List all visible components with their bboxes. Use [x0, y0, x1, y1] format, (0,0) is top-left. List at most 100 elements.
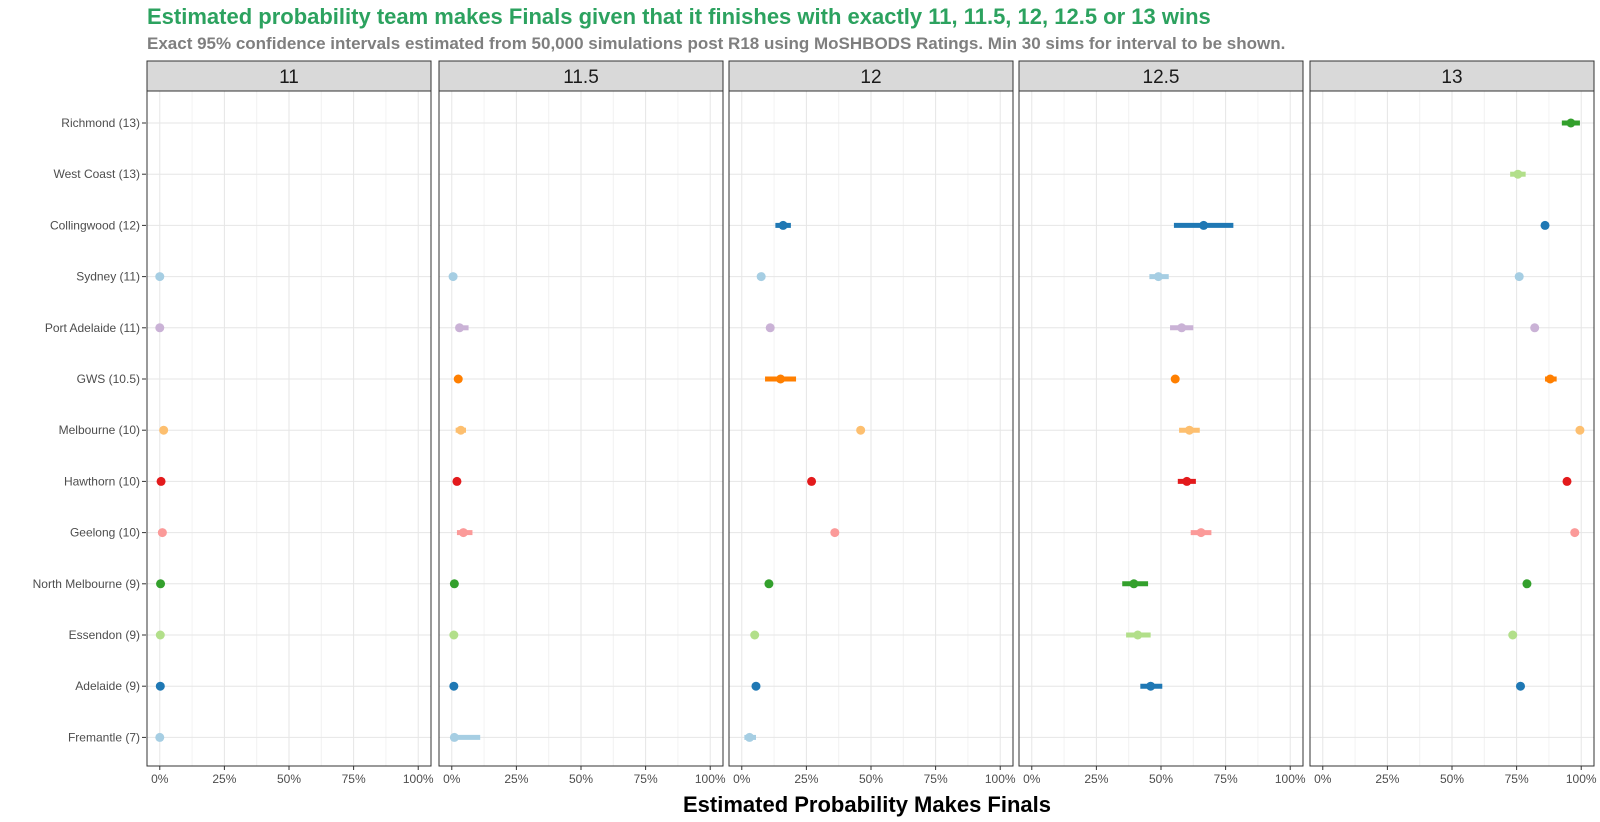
facet-panel-11: 11 0% 25% 50% 75% 100%	[146, 60, 434, 786]
point-essendon-9-11	[155, 630, 165, 640]
y-tick-label-sydney-11: Sydney (11)	[76, 270, 140, 284]
facet-strip-label: 12.5	[1143, 67, 1180, 88]
panel-border	[1018, 90, 1304, 767]
y-tick-label-geelong-10: Geelong (10)	[70, 526, 140, 540]
point-essendon-9-11-5	[449, 630, 459, 640]
x-tick-label: 25%	[504, 772, 528, 786]
point-collingwood-12-12-5	[1199, 220, 1209, 230]
chart-subtitle: Exact 95% confidence intervals estimated…	[147, 34, 1286, 53]
point-richmond-13-13	[1566, 118, 1576, 128]
panel-border	[438, 90, 724, 767]
point-sydney-11-13	[1514, 272, 1524, 282]
point-sydney-11-12	[756, 272, 766, 282]
point-melbourne-10-11-5	[456, 425, 466, 435]
point-hawthorn-10-12-5	[1182, 476, 1192, 486]
point-melbourne-10-11	[159, 425, 169, 435]
point-melbourne-10-13	[1575, 425, 1585, 435]
point-melbourne-10-12	[856, 425, 866, 435]
x-axis-label: Estimated Probability Makes Finals	[683, 792, 1051, 817]
facet-panel-12: 12 0% 25% 50% 75% 100%	[728, 60, 1016, 786]
point-west-coast-13-13	[1513, 169, 1523, 179]
y-tick-label-essendon-9: Essendon (9)	[69, 628, 140, 642]
x-tick-label: 75%	[342, 772, 366, 786]
x-tick-label: 50%	[277, 772, 301, 786]
point-melbourne-10-12-5	[1184, 425, 1194, 435]
facet-strip	[728, 60, 1014, 92]
x-tick-label: 50%	[569, 772, 593, 786]
x-tick-label: 25%	[794, 772, 818, 786]
point-adelaide-9-11-5	[449, 681, 459, 691]
x-tick-label: 0%	[1023, 772, 1041, 786]
x-tick-label: 50%	[1440, 772, 1464, 786]
y-tick-label-north-melbourne-9: North Melbourne (9)	[33, 577, 140, 591]
point-port-adelaide-11-12	[765, 323, 775, 333]
point-adelaide-9-13	[1515, 681, 1525, 691]
facet-strip-label: 13	[1441, 67, 1462, 88]
x-tick-label: 100%	[1275, 772, 1306, 786]
point-gws-10-5-12-5	[1170, 374, 1180, 384]
point-gws-10-5-11-5	[453, 374, 463, 384]
point-geelong-10-11	[157, 528, 167, 538]
x-tick-label: 50%	[1149, 772, 1173, 786]
facet-strip	[438, 60, 724, 92]
x-tick-label: 75%	[924, 772, 948, 786]
point-port-adelaide-11-13	[1530, 323, 1540, 333]
point-port-adelaide-11-11	[155, 323, 165, 333]
facet-panel-11-5: 11.5 0% 25% 50% 75% 100%	[438, 60, 726, 786]
point-geelong-10-11-5	[458, 528, 468, 538]
point-adelaide-9-12-5	[1146, 681, 1156, 691]
x-tick-label: 75%	[1505, 772, 1529, 786]
point-essendon-9-13	[1508, 630, 1518, 640]
y-tick-label-fremantle-7: Fremantle (7)	[68, 730, 140, 744]
point-fremantle-7-11	[155, 732, 165, 742]
point-collingwood-12-13	[1540, 220, 1550, 230]
facet-strip-label: 11	[279, 67, 299, 88]
x-tick-label: 50%	[859, 772, 883, 786]
y-tick-label-collingwood-12: Collingwood (12)	[50, 218, 140, 232]
point-north-melbourne-9-11	[156, 579, 166, 589]
y-tick-label-port-adelaide-11: Port Adelaide (11)	[45, 321, 140, 335]
x-tick-label: 75%	[1214, 772, 1238, 786]
x-tick-label: 25%	[1375, 772, 1399, 786]
point-adelaide-9-11	[155, 681, 165, 691]
point-fremantle-7-12	[745, 732, 755, 742]
point-geelong-10-13	[1570, 528, 1580, 538]
point-sydney-11-11-5	[448, 272, 458, 282]
facet-panel-12-5: 12.5 0% 25% 50% 75% 100%	[1018, 60, 1306, 786]
point-sydney-11-11	[155, 272, 165, 282]
point-north-melbourne-9-12-5	[1129, 579, 1139, 589]
point-geelong-10-12	[830, 528, 840, 538]
facet-panel-13: 13 0% 25% 50% 75% 100%	[1309, 60, 1597, 786]
point-port-adelaide-11-12-5	[1177, 323, 1187, 333]
point-gws-10-5-12	[776, 374, 786, 384]
facet-strip	[1018, 60, 1304, 92]
y-tick-label-west-coast-13: West Coast (13)	[54, 167, 140, 181]
x-tick-label: 25%	[1084, 772, 1108, 786]
y-tick-label-richmond-13: Richmond (13)	[61, 116, 140, 130]
x-tick-label: 75%	[634, 772, 658, 786]
point-fremantle-7-11-5	[449, 732, 459, 742]
point-port-adelaide-11-11-5	[455, 323, 465, 333]
point-north-melbourne-9-13	[1522, 579, 1532, 589]
chart-title: Estimated probability team makes Finals …	[147, 4, 1211, 29]
facet-panels: 11 0% 25% 50% 75% 100% 11.5 0% 25% 50% 75% 100% 12 0%…	[146, 60, 1597, 786]
point-hawthorn-10-11-5	[452, 476, 462, 486]
facet-strip-label: 12	[860, 67, 881, 88]
y-axis-labels: Richmond (13) West Coast (13) Collingwood …	[33, 116, 146, 744]
x-tick-label: 100%	[403, 772, 434, 786]
x-tick-label: 0%	[1314, 772, 1332, 786]
panel-border	[1309, 90, 1595, 767]
point-hawthorn-10-13	[1562, 476, 1572, 486]
facet-strip-label: 11.5	[563, 67, 599, 88]
x-tick-label: 100%	[1566, 772, 1597, 786]
point-adelaide-9-12	[751, 681, 761, 691]
y-tick-label-hawthorn-10: Hawthorn (10)	[64, 474, 140, 488]
x-tick-label: 0%	[443, 772, 461, 786]
panel-border	[728, 90, 1014, 767]
x-tick-label: 0%	[733, 772, 751, 786]
x-tick-label: 0%	[151, 772, 169, 786]
point-hawthorn-10-11	[156, 476, 166, 486]
point-collingwood-12-12	[778, 220, 788, 230]
x-tick-label: 100%	[985, 772, 1016, 786]
